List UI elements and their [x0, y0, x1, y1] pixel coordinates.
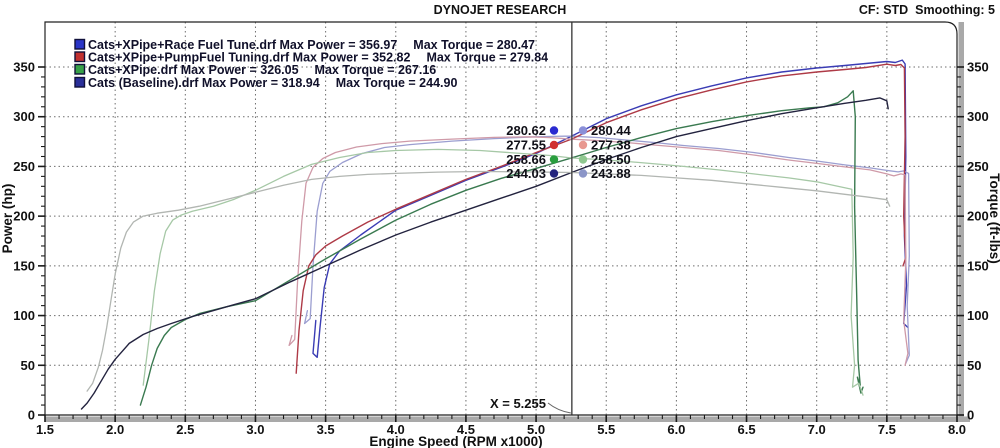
x-axis-title: Engine Speed (RPM x1000) — [369, 434, 542, 448]
cursor-x-label: X = 5.255 — [490, 396, 546, 411]
svg-text:150: 150 — [967, 258, 989, 273]
svg-text:0: 0 — [967, 408, 974, 423]
svg-text:200: 200 — [13, 209, 35, 224]
legend-item: Cats+XPipe+Race Fuel Tune.drf Max Power … — [88, 38, 535, 52]
svg-text:300: 300 — [967, 109, 989, 124]
readout-power-dot — [549, 140, 559, 150]
readout-torque-value: 258.50 — [591, 152, 631, 167]
svg-text:50: 50 — [967, 358, 981, 373]
readout-torque-value: 280.44 — [591, 123, 632, 138]
y-right-title: Torque (ft-lbs) — [987, 173, 1000, 263]
readout-power-value: 280.62 — [506, 123, 546, 138]
svg-text:250: 250 — [967, 159, 989, 174]
svg-text:350: 350 — [967, 60, 989, 75]
readout-torque-dot — [578, 126, 588, 135]
svg-text:3.0: 3.0 — [246, 422, 264, 437]
readout-torque-dot — [578, 169, 588, 178]
readout-torque-value: 277.38 — [591, 138, 631, 153]
readout-torque-value: 243.88 — [591, 166, 631, 181]
svg-text:300: 300 — [13, 109, 35, 124]
svg-text:7.5: 7.5 — [878, 422, 896, 437]
cursor[interactable]: X = 5.255 — [490, 22, 573, 415]
legend-swatch — [74, 51, 86, 63]
svg-text:200: 200 — [967, 209, 989, 224]
svg-text:50: 50 — [21, 358, 35, 373]
curve-cats-baseline-power — [80, 97, 889, 410]
readout-power-value: 277.55 — [506, 138, 546, 153]
plot-background — [45, 22, 957, 415]
y-left-title: Power (hp) — [0, 184, 15, 254]
svg-text:7.0: 7.0 — [808, 422, 826, 437]
svg-text:3.5: 3.5 — [317, 422, 335, 437]
curve-cats-xpipe-race-fuel-tune-power — [312, 59, 909, 358]
svg-text:6.5: 6.5 — [737, 422, 755, 437]
legend-item: Cats (Baseline).drf Max Power = 318.94 Ma… — [88, 76, 457, 90]
svg-text:5.0: 5.0 — [527, 422, 545, 437]
readout-torque-dot — [578, 140, 588, 150]
curve-cats-xpipe-pumpfuel-tuning-torque — [288, 136, 909, 366]
svg-text:8.0: 8.0 — [948, 422, 966, 437]
svg-text:4.5: 4.5 — [457, 422, 475, 437]
svg-text:4.0: 4.0 — [387, 422, 405, 437]
page-title: DYNOJET RESEARCH — [433, 3, 567, 17]
svg-text:5.5: 5.5 — [597, 422, 615, 437]
legend-swatch — [74, 63, 86, 75]
readout-power-dot — [549, 126, 559, 135]
dyno-curves — [80, 59, 910, 410]
cf-smoothing-label: CF: STD Smoothing: 5 — [858, 3, 995, 17]
cursor-callout — [547, 402, 571, 414]
svg-text:1.5: 1.5 — [36, 422, 54, 437]
readout-power-value: 258.66 — [506, 152, 546, 167]
tick-labels: 1.5 2.0 2.5 3.0 3.5 4.0 4.5 5.0 5.5 6.0 6.5 7.0 7.5 8… — [13, 60, 988, 438]
y-right-band — [958, 22, 964, 417]
svg-text:350: 350 — [13, 60, 35, 75]
legend: Cats+XPipe+Race Fuel Tune.drf Max Power … — [74, 38, 548, 90]
plot-frame — [44, 21, 958, 416]
x-axis-band — [45, 416, 970, 422]
legend-item: Cats+XPipe+PumpFuel Tuning.drf Max Power… — [88, 51, 548, 65]
legend-swatch — [74, 76, 86, 88]
svg-text:100: 100 — [13, 308, 35, 323]
readout-power-dot — [549, 155, 559, 164]
legend-swatch — [74, 38, 86, 50]
cursor-readouts: 280.62 280.44 277.55 277.38 258.66 258.50 244.… — [506, 123, 631, 181]
readout-power-dot — [549, 169, 559, 178]
readout-torque-dot — [578, 155, 588, 164]
svg-text:2.5: 2.5 — [176, 422, 194, 437]
readout-power-value: 244.03 — [506, 166, 546, 181]
curve-cats-xpipe-pumpfuel-tuning-power — [295, 63, 907, 374]
curve-cats-xpipe-torque — [142, 148, 864, 396]
legend-item: Cats+XPipe.drf Max Power = 326.05 Max Tor… — [88, 63, 436, 77]
svg-text:250: 250 — [13, 159, 35, 174]
svg-text:6.0: 6.0 — [667, 422, 685, 437]
svg-text:2.0: 2.0 — [106, 422, 124, 437]
axis-ticks — [38, 66, 964, 422]
curve-cats-baseline-torque — [86, 170, 891, 392]
svg-text:0: 0 — [28, 408, 35, 423]
svg-text:100: 100 — [967, 308, 989, 323]
svg-text:150: 150 — [13, 258, 35, 273]
